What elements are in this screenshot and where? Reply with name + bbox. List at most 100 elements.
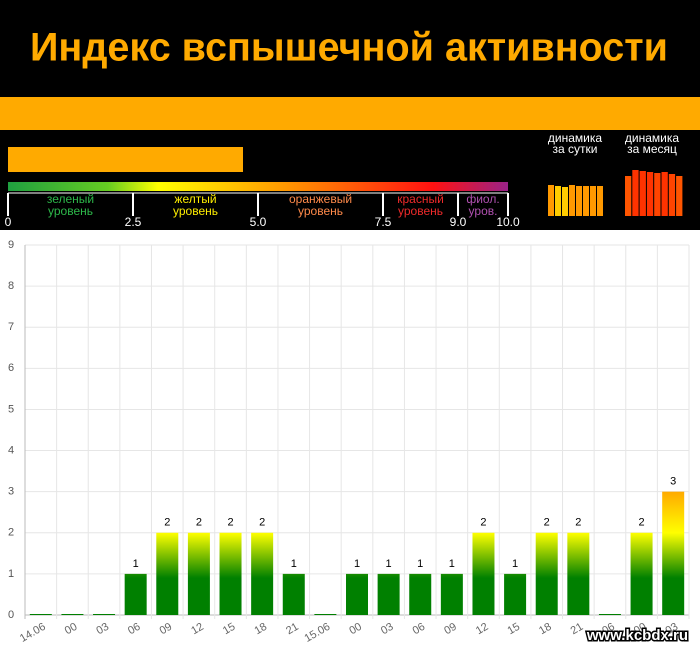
data-label: 2 xyxy=(480,517,486,529)
bar xyxy=(630,532,653,615)
mini-bar xyxy=(654,173,661,216)
bar xyxy=(409,573,432,615)
mini-bar xyxy=(590,186,596,216)
level-label: фиол. xyxy=(466,192,499,206)
mini-bar xyxy=(576,186,582,216)
scale-tick-label: 5.0 xyxy=(250,215,267,229)
level-label: уровень xyxy=(48,204,93,218)
data-label: 2 xyxy=(164,517,170,529)
x-tick-label: 03 xyxy=(379,621,396,638)
mini-chart-title: динамика xyxy=(625,131,679,145)
data-label: 2 xyxy=(544,517,550,529)
bar xyxy=(93,614,116,615)
data-label: 1 xyxy=(449,558,455,570)
x-tick-label: 21 xyxy=(569,621,586,638)
x-tick-label: 12 xyxy=(189,621,206,638)
x-tick-label: 03 xyxy=(94,621,111,638)
header-bg xyxy=(0,0,700,97)
bar xyxy=(156,532,179,615)
x-tick-label: 00 xyxy=(63,621,80,638)
data-label: 2 xyxy=(196,517,202,529)
level-label: красный xyxy=(397,192,444,206)
mini-chart-title: за месяц xyxy=(627,142,677,156)
scale-tick-label: 10.0 xyxy=(496,215,520,229)
bar xyxy=(535,532,558,615)
index-bar xyxy=(8,147,243,172)
x-tick-label: 00 xyxy=(632,621,649,638)
y-tick-label: 5 xyxy=(8,403,14,415)
x-tick-label: 00 xyxy=(347,621,364,638)
scale-gradient xyxy=(8,182,508,191)
y-tick-label: 0 xyxy=(8,609,14,621)
bar xyxy=(504,573,527,615)
bar xyxy=(314,614,337,615)
bar xyxy=(187,532,210,615)
data-label: 2 xyxy=(227,517,233,529)
x-tick-label: 06 xyxy=(411,621,428,638)
mini-bar xyxy=(555,186,561,216)
mini-bar xyxy=(661,172,668,216)
x-tick-label: 09 xyxy=(442,621,459,638)
data-label: 1 xyxy=(133,558,139,570)
level-label: оранжевый xyxy=(289,192,352,206)
mini-bar xyxy=(625,176,632,216)
mini-bar xyxy=(639,171,646,216)
bar xyxy=(598,614,621,615)
x-tick-label: 21 xyxy=(284,621,301,638)
data-label: 1 xyxy=(354,558,360,570)
x-tick-label: 18 xyxy=(537,621,554,638)
bar xyxy=(282,573,305,615)
bar xyxy=(346,573,368,615)
scale-tick-label: 2.5 xyxy=(125,215,142,229)
data-label: 2 xyxy=(639,517,645,529)
mini-bar xyxy=(548,185,554,216)
data-label: 3 xyxy=(670,476,676,488)
x-tick-label: 06 xyxy=(126,621,143,638)
x-tick-label: 09 xyxy=(158,621,175,638)
mini-bar xyxy=(562,187,568,216)
level-label: уров. xyxy=(469,204,498,218)
mini-bar xyxy=(676,176,683,216)
level-label: уровень xyxy=(173,204,218,218)
x-tick-label: 18 xyxy=(252,621,269,638)
bar xyxy=(472,532,495,615)
mini-bar xyxy=(668,174,676,216)
x-tick-label: 03 xyxy=(664,621,681,638)
y-tick-label: 7 xyxy=(8,321,14,333)
scale-tick-label: 7.5 xyxy=(375,215,392,229)
mini-bar xyxy=(646,172,654,216)
y-tick-label: 9 xyxy=(8,239,14,251)
bar xyxy=(440,573,463,615)
y-tick-label: 4 xyxy=(8,444,14,456)
data-label: 1 xyxy=(386,558,392,570)
bar xyxy=(124,573,147,615)
data-label: 2 xyxy=(259,517,265,529)
y-tick-label: 6 xyxy=(8,362,14,374)
data-label: 1 xyxy=(417,558,423,570)
data-label: 1 xyxy=(291,558,297,570)
bar xyxy=(567,532,590,615)
y-tick-label: 1 xyxy=(8,568,14,580)
level-label: уровень xyxy=(298,204,343,218)
mini-bar xyxy=(632,170,639,216)
mini-chart-title: динамика xyxy=(548,131,602,145)
mini-chart-title: за сутки xyxy=(553,142,598,156)
bar xyxy=(219,532,242,615)
bar xyxy=(61,614,84,615)
scale-tick-label: 0 xyxy=(5,215,12,229)
x-tick-label: 15 xyxy=(505,621,522,638)
watermark: www.kcbdx.ru xyxy=(586,627,688,644)
mini-bar xyxy=(583,186,589,216)
level-label: зеленый xyxy=(47,192,94,206)
y-tick-label: 3 xyxy=(8,486,14,498)
data-label: 2 xyxy=(575,517,581,529)
level-label: желтый xyxy=(174,192,216,206)
bar xyxy=(29,614,52,615)
data-label: 1 xyxy=(512,558,518,570)
level-label: уровень xyxy=(398,204,443,218)
mini-bar xyxy=(597,186,603,216)
x-tick-label: 15 xyxy=(221,621,238,638)
y-tick-label: 8 xyxy=(8,280,14,292)
bar xyxy=(251,532,274,615)
